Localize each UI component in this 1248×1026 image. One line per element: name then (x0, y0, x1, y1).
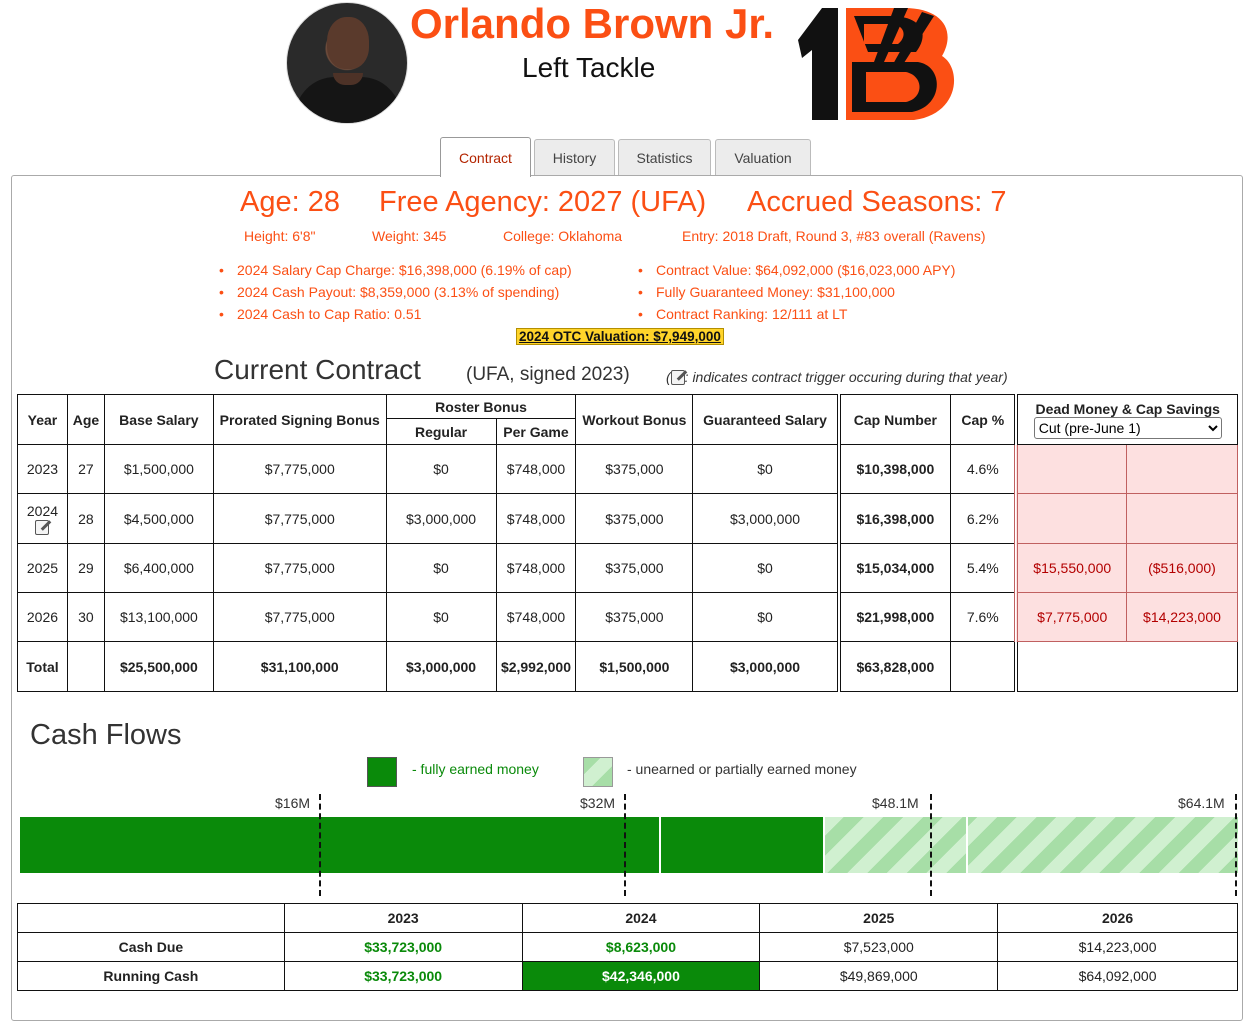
contract-table: Year Age Base Salary Prorated Signing Bo… (17, 394, 1239, 692)
age: Age: 28 (240, 186, 340, 218)
cash-cap-ratio: 2024 Cash to Cap Ratio: 0.51 (219, 306, 422, 322)
cap-charge: 2024 Salary Cap Charge: $16,398,000 (6.1… (219, 262, 572, 278)
trigger-note: (: indicates contract trigger occuring d… (666, 369, 1008, 385)
cash-segment-2026 (968, 817, 1238, 873)
accrued-seasons: Accrued Seasons: 7 (747, 186, 1007, 218)
year-2024-cell: 2024 (17, 493, 68, 544)
trigger-note-icon (35, 519, 50, 535)
header-roster: Roster Bonus (385, 394, 577, 419)
tab-statistics[interactable]: Statistics (618, 139, 711, 175)
cash-due-row: Cash Due $33,723,000 $8,623,000 $7,523,0… (17, 932, 1238, 962)
tick-line (930, 794, 932, 896)
guaranteed-money: Fully Guaranteed Money: $31,100,000 (638, 284, 895, 300)
header-year: Year (17, 394, 68, 445)
tab-valuation[interactable]: Valuation (715, 139, 811, 175)
header-cap-pct: Cap % (950, 394, 1017, 445)
header-base: Base Salary (103, 394, 214, 445)
draft-entry: Entry: 2018 Draft, Round 3, #83 overall … (682, 228, 986, 244)
legend-earned-label: - fully earned money (412, 761, 539, 777)
cash-segment-2023 (20, 817, 659, 873)
tick-line (1235, 794, 1237, 896)
header-dead-money: Dead Money & Cap Savings Cut (pre-June 1… (1014, 394, 1239, 445)
table-row: 2025 29 $6,400,000 $7,775,000 $0 $748,000 $… (17, 543, 1239, 593)
legend-unearned-label: - unearned or partially earned money (627, 761, 857, 777)
weight: Weight: 345 (372, 228, 447, 244)
header-cap-number: Cap Number (836, 394, 952, 445)
player-avatar (286, 2, 408, 124)
cash-segment-2025 (825, 817, 966, 873)
header-guaranteed: Guaranteed Salary (692, 394, 840, 445)
free-agency: Free Agency: 2027 (UFA) (379, 186, 707, 218)
cash-flow-bar (20, 817, 1238, 873)
tick-label: $64.1M (1178, 795, 1225, 811)
contract-value: Contract Value: $64,092,000 ($16,023,000… (638, 262, 955, 278)
contract-title: Current Contract (214, 354, 421, 385)
table-row: 2026 30 $13,100,000 $7,775,000 $0 $748,000 … (17, 592, 1239, 642)
tick-line (624, 794, 626, 896)
cash-table: 2023 2024 2025 2026 Cash Due $33,723,000 $… (17, 903, 1238, 991)
tab-contract[interactable]: Contract (440, 137, 531, 177)
note-icon (670, 370, 685, 385)
header-workout: Workout Bonus (575, 394, 694, 445)
header-regular: Regular (385, 418, 497, 445)
tick-label: $48.1M (872, 795, 919, 811)
header-age: Age (66, 394, 105, 445)
header-prorated: Prorated Signing Bonus (212, 394, 387, 445)
player-name: Orlando Brown Jr. (410, 0, 775, 47)
contract-panel (11, 175, 1243, 1021)
dead-money-select[interactable]: Cut (pre-June 1) (1033, 416, 1222, 439)
legend-earned-swatch (367, 757, 397, 787)
cash-flows-title: Cash Flows (30, 719, 182, 751)
legend-unearned-swatch (583, 757, 613, 787)
tick-line (319, 794, 321, 896)
tab-history[interactable]: History (534, 139, 615, 175)
tick-label: $32M (580, 795, 616, 811)
contract-subtitle: (UFA, signed 2023) (466, 364, 630, 385)
otc-valuation-link[interactable]: 2024 OTC Valuation: $7,949,000 (516, 328, 724, 345)
tick-label: $16M (275, 795, 311, 811)
height: Height: 6'8" (244, 228, 316, 244)
running-cash-row: Running Cash $33,723,000 $42,346,000 $49… (17, 961, 1238, 991)
cash-segment-2024 (661, 817, 823, 873)
header-per-game: Per Game (495, 418, 577, 445)
table-row: 2024 28 $4,500,000 $7,775,000 $3,000,000 $7… (17, 493, 1239, 544)
cash-payout: 2024 Cash Payout: $8,359,000 (3.13% of s… (219, 284, 559, 300)
player-position: Left Tackle (522, 52, 656, 83)
college: College: Oklahoma (503, 228, 623, 244)
total-row: Total $25,500,000 $31,100,000 $3,000,000 $… (17, 641, 1239, 692)
contract-ranking: Contract Ranking: 12/111 at LT (638, 306, 847, 322)
bengals-logo-icon (794, 2, 964, 124)
table-row: 2023 27 $1,500,000 $7,775,000 $0 $748,000 $… (17, 444, 1239, 494)
